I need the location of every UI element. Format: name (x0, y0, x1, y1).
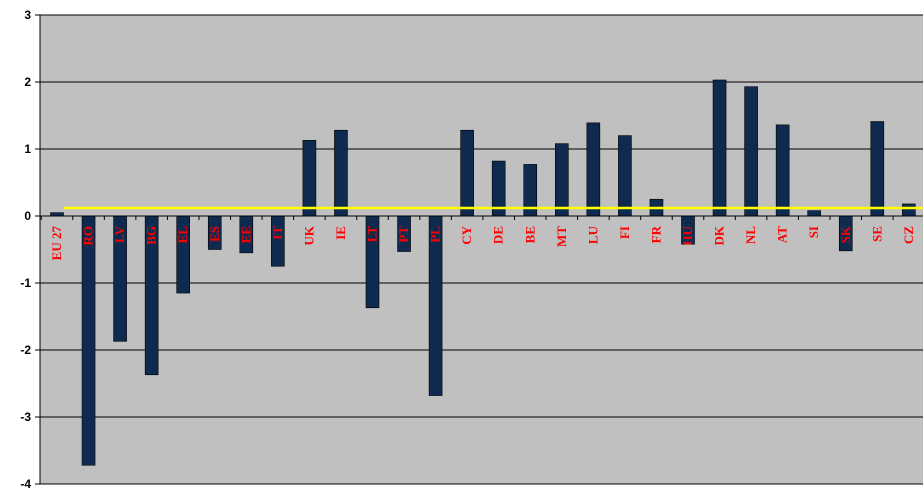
y-tick-label: -2 (20, 343, 31, 357)
category-label: DK (712, 225, 727, 245)
bar (807, 210, 822, 217)
y-tick-label: -4 (20, 477, 31, 491)
category-label: SE (869, 226, 884, 242)
category-label: CZ (901, 226, 916, 244)
category-label: LV (112, 225, 127, 242)
bar (775, 124, 790, 217)
category-label: ES (207, 226, 222, 242)
bar (902, 203, 916, 217)
category-label: NL (743, 226, 758, 244)
bar (50, 212, 64, 217)
category-label: EE (238, 226, 253, 243)
category-label: BE (522, 226, 537, 243)
category-label: IT (270, 226, 285, 240)
category-label: HU (680, 225, 695, 245)
category-label: SI (806, 226, 821, 238)
category-label: IE (333, 226, 348, 240)
bar (586, 122, 601, 217)
category-label: RO (81, 226, 96, 246)
category-label: EU 27 (49, 226, 64, 261)
bar (744, 86, 758, 217)
bars (50, 79, 916, 466)
category-label: PT (396, 226, 411, 243)
category-label: CY (459, 225, 474, 244)
bar (81, 215, 96, 466)
bar (460, 129, 474, 217)
bar (618, 135, 632, 217)
category-label: BG (144, 226, 159, 245)
y-tick-label: -1 (20, 276, 31, 290)
category-label: PL (428, 226, 443, 243)
y-tick-label: 2 (24, 75, 31, 89)
y-axis: 3 2 1 0 -1 -2 -3 -4 (20, 8, 41, 491)
category-label: SK (838, 225, 853, 243)
bar (870, 121, 885, 217)
y-tick-label: -3 (20, 410, 31, 424)
bar (554, 143, 569, 217)
category-label: FR (648, 225, 663, 243)
category-label: MT (554, 226, 569, 247)
x-axis (40, 215, 923, 220)
category-label: EL (175, 226, 190, 244)
bar (302, 139, 317, 217)
y-tick-label: 3 (24, 8, 31, 22)
bar (334, 129, 348, 217)
bar (712, 79, 727, 217)
category-label: AT (775, 226, 790, 243)
category-label: LU (585, 225, 600, 244)
plot-area (40, 15, 923, 484)
category-label: FI (617, 226, 632, 239)
y-tick-label: 0 (24, 209, 31, 223)
category-label: UK (301, 225, 316, 245)
category-label: DE (491, 226, 506, 244)
bar (271, 215, 285, 267)
y-tick-label: 1 (24, 142, 31, 156)
category-label: LT (365, 226, 380, 242)
category-labels: EU 27 RO LV BG EL ES EE IT UK IE LT PT PL CY DE BE MT LU F… (49, 225, 916, 260)
